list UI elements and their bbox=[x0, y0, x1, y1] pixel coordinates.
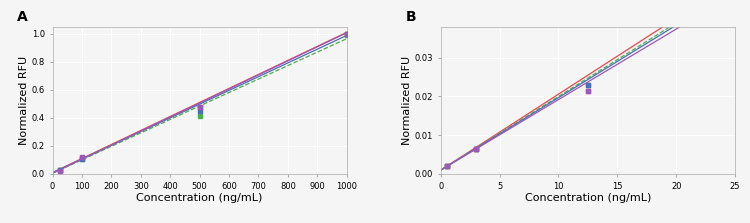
Point bbox=[76, 156, 88, 160]
Point bbox=[54, 169, 66, 172]
Point bbox=[194, 105, 206, 109]
Point bbox=[729, 0, 741, 3]
Y-axis label: Normalized RFU: Normalized RFU bbox=[402, 56, 412, 145]
Point bbox=[54, 169, 66, 172]
Point bbox=[340, 32, 352, 35]
Point bbox=[54, 169, 66, 172]
X-axis label: Concentration (ng/mL): Concentration (ng/mL) bbox=[525, 193, 651, 203]
Point bbox=[194, 115, 206, 118]
Point bbox=[582, 89, 594, 93]
Point bbox=[441, 164, 453, 168]
Point bbox=[340, 33, 352, 36]
Point bbox=[340, 32, 352, 35]
Point bbox=[194, 105, 206, 108]
Point bbox=[582, 83, 594, 87]
Text: B: B bbox=[406, 10, 416, 24]
Point bbox=[582, 83, 594, 87]
Y-axis label: Normalized RFU: Normalized RFU bbox=[19, 56, 28, 145]
Point bbox=[76, 156, 88, 159]
Point bbox=[470, 147, 482, 151]
Text: A: A bbox=[17, 10, 28, 24]
X-axis label: Concentration (ng/mL): Concentration (ng/mL) bbox=[136, 193, 262, 203]
Legend: SpectraMax Mini, SpectraMax iD5, SpectraMax i3x, SpectraMax M5e: SpectraMax Mini, SpectraMax iD5, Spectra… bbox=[417, 222, 750, 223]
Point bbox=[340, 33, 352, 37]
Point bbox=[441, 164, 453, 168]
Point bbox=[729, 0, 741, 3]
Point bbox=[470, 147, 482, 151]
Point bbox=[470, 147, 482, 151]
Point bbox=[582, 89, 594, 93]
Point bbox=[54, 169, 66, 173]
Point bbox=[441, 164, 453, 168]
Point bbox=[470, 147, 482, 151]
Legend: SpectraMax Mini, SpectraMax iD5, SpectraMax i3x, SpectraMax M5e: SpectraMax Mini, SpectraMax iD5, Spectra… bbox=[28, 222, 370, 223]
Point bbox=[441, 164, 453, 168]
Point bbox=[76, 157, 88, 160]
Point bbox=[76, 157, 88, 160]
Point bbox=[194, 109, 206, 113]
